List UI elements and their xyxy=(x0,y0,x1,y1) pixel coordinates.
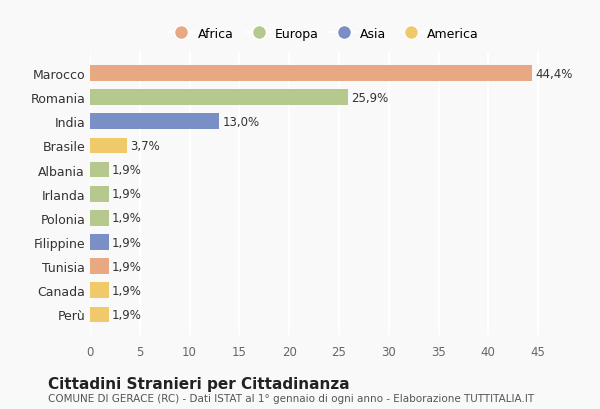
Text: 1,9%: 1,9% xyxy=(112,164,142,177)
Bar xyxy=(90,114,220,130)
Bar xyxy=(90,66,532,82)
Bar xyxy=(90,283,109,299)
Text: 25,9%: 25,9% xyxy=(351,92,388,104)
Bar xyxy=(90,211,109,226)
Text: 3,7%: 3,7% xyxy=(130,139,160,153)
Text: 1,9%: 1,9% xyxy=(112,188,142,201)
Text: Cittadini Stranieri per Cittadinanza: Cittadini Stranieri per Cittadinanza xyxy=(48,376,350,391)
Text: COMUNE DI GERACE (RC) - Dati ISTAT al 1° gennaio di ogni anno - Elaborazione TUT: COMUNE DI GERACE (RC) - Dati ISTAT al 1°… xyxy=(48,393,534,402)
Text: 1,9%: 1,9% xyxy=(112,260,142,273)
Bar xyxy=(90,138,127,154)
Text: 1,9%: 1,9% xyxy=(112,212,142,225)
Text: 1,9%: 1,9% xyxy=(112,308,142,321)
Legend: Africa, Europa, Asia, America: Africa, Europa, Asia, America xyxy=(164,23,484,46)
Text: 1,9%: 1,9% xyxy=(112,236,142,249)
Bar xyxy=(90,90,348,106)
Bar xyxy=(90,259,109,274)
Text: 1,9%: 1,9% xyxy=(112,284,142,297)
Text: 13,0%: 13,0% xyxy=(223,115,260,128)
Text: 44,4%: 44,4% xyxy=(535,67,572,80)
Bar xyxy=(90,162,109,178)
Bar xyxy=(90,187,109,202)
Bar xyxy=(90,307,109,323)
Bar xyxy=(90,235,109,250)
